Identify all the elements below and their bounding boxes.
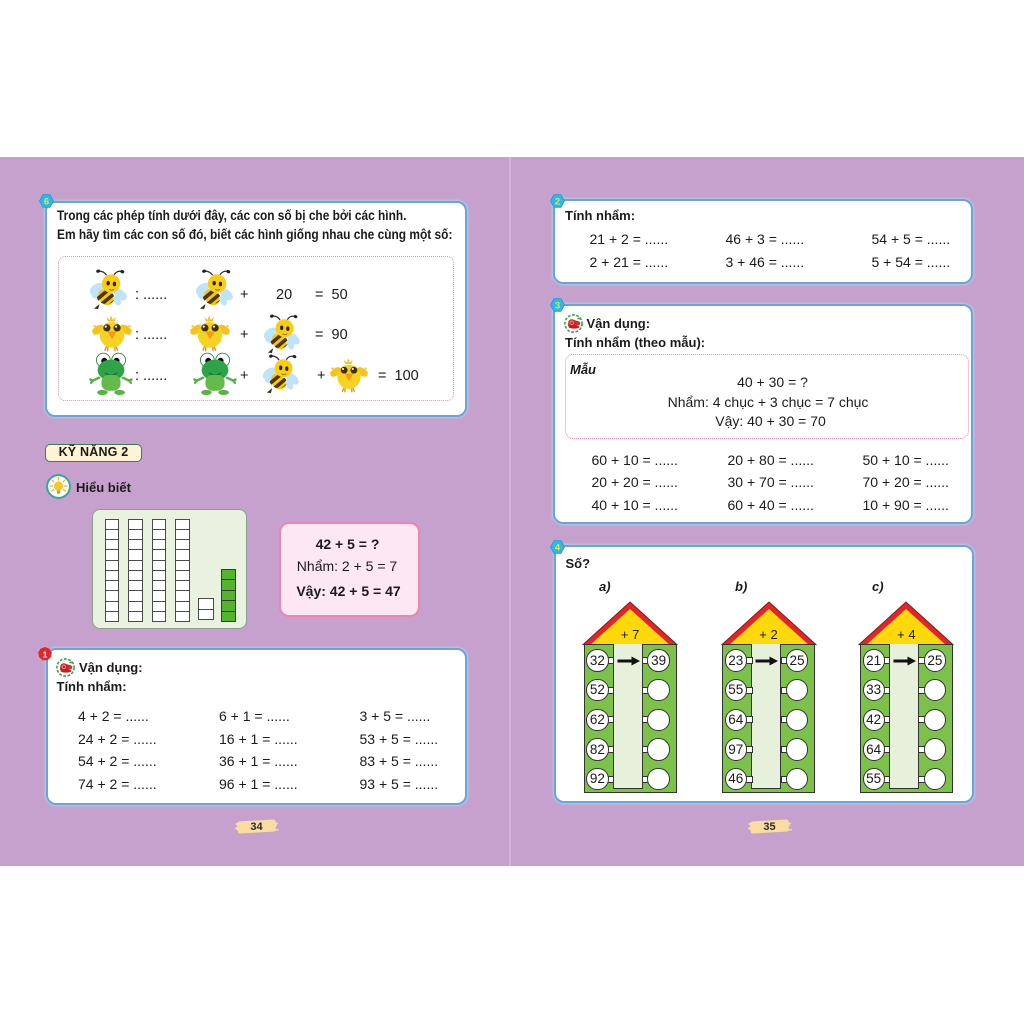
svg-text:2: 2 — [554, 196, 559, 207]
svg-text:6: 6 — [43, 197, 48, 208]
svg-text:1: 1 — [42, 649, 47, 659]
svg-text:3: 3 — [554, 300, 559, 311]
svg-text:34: 34 — [250, 821, 263, 833]
svg-text:35: 35 — [763, 821, 775, 833]
svg-text:4: 4 — [554, 542, 560, 553]
